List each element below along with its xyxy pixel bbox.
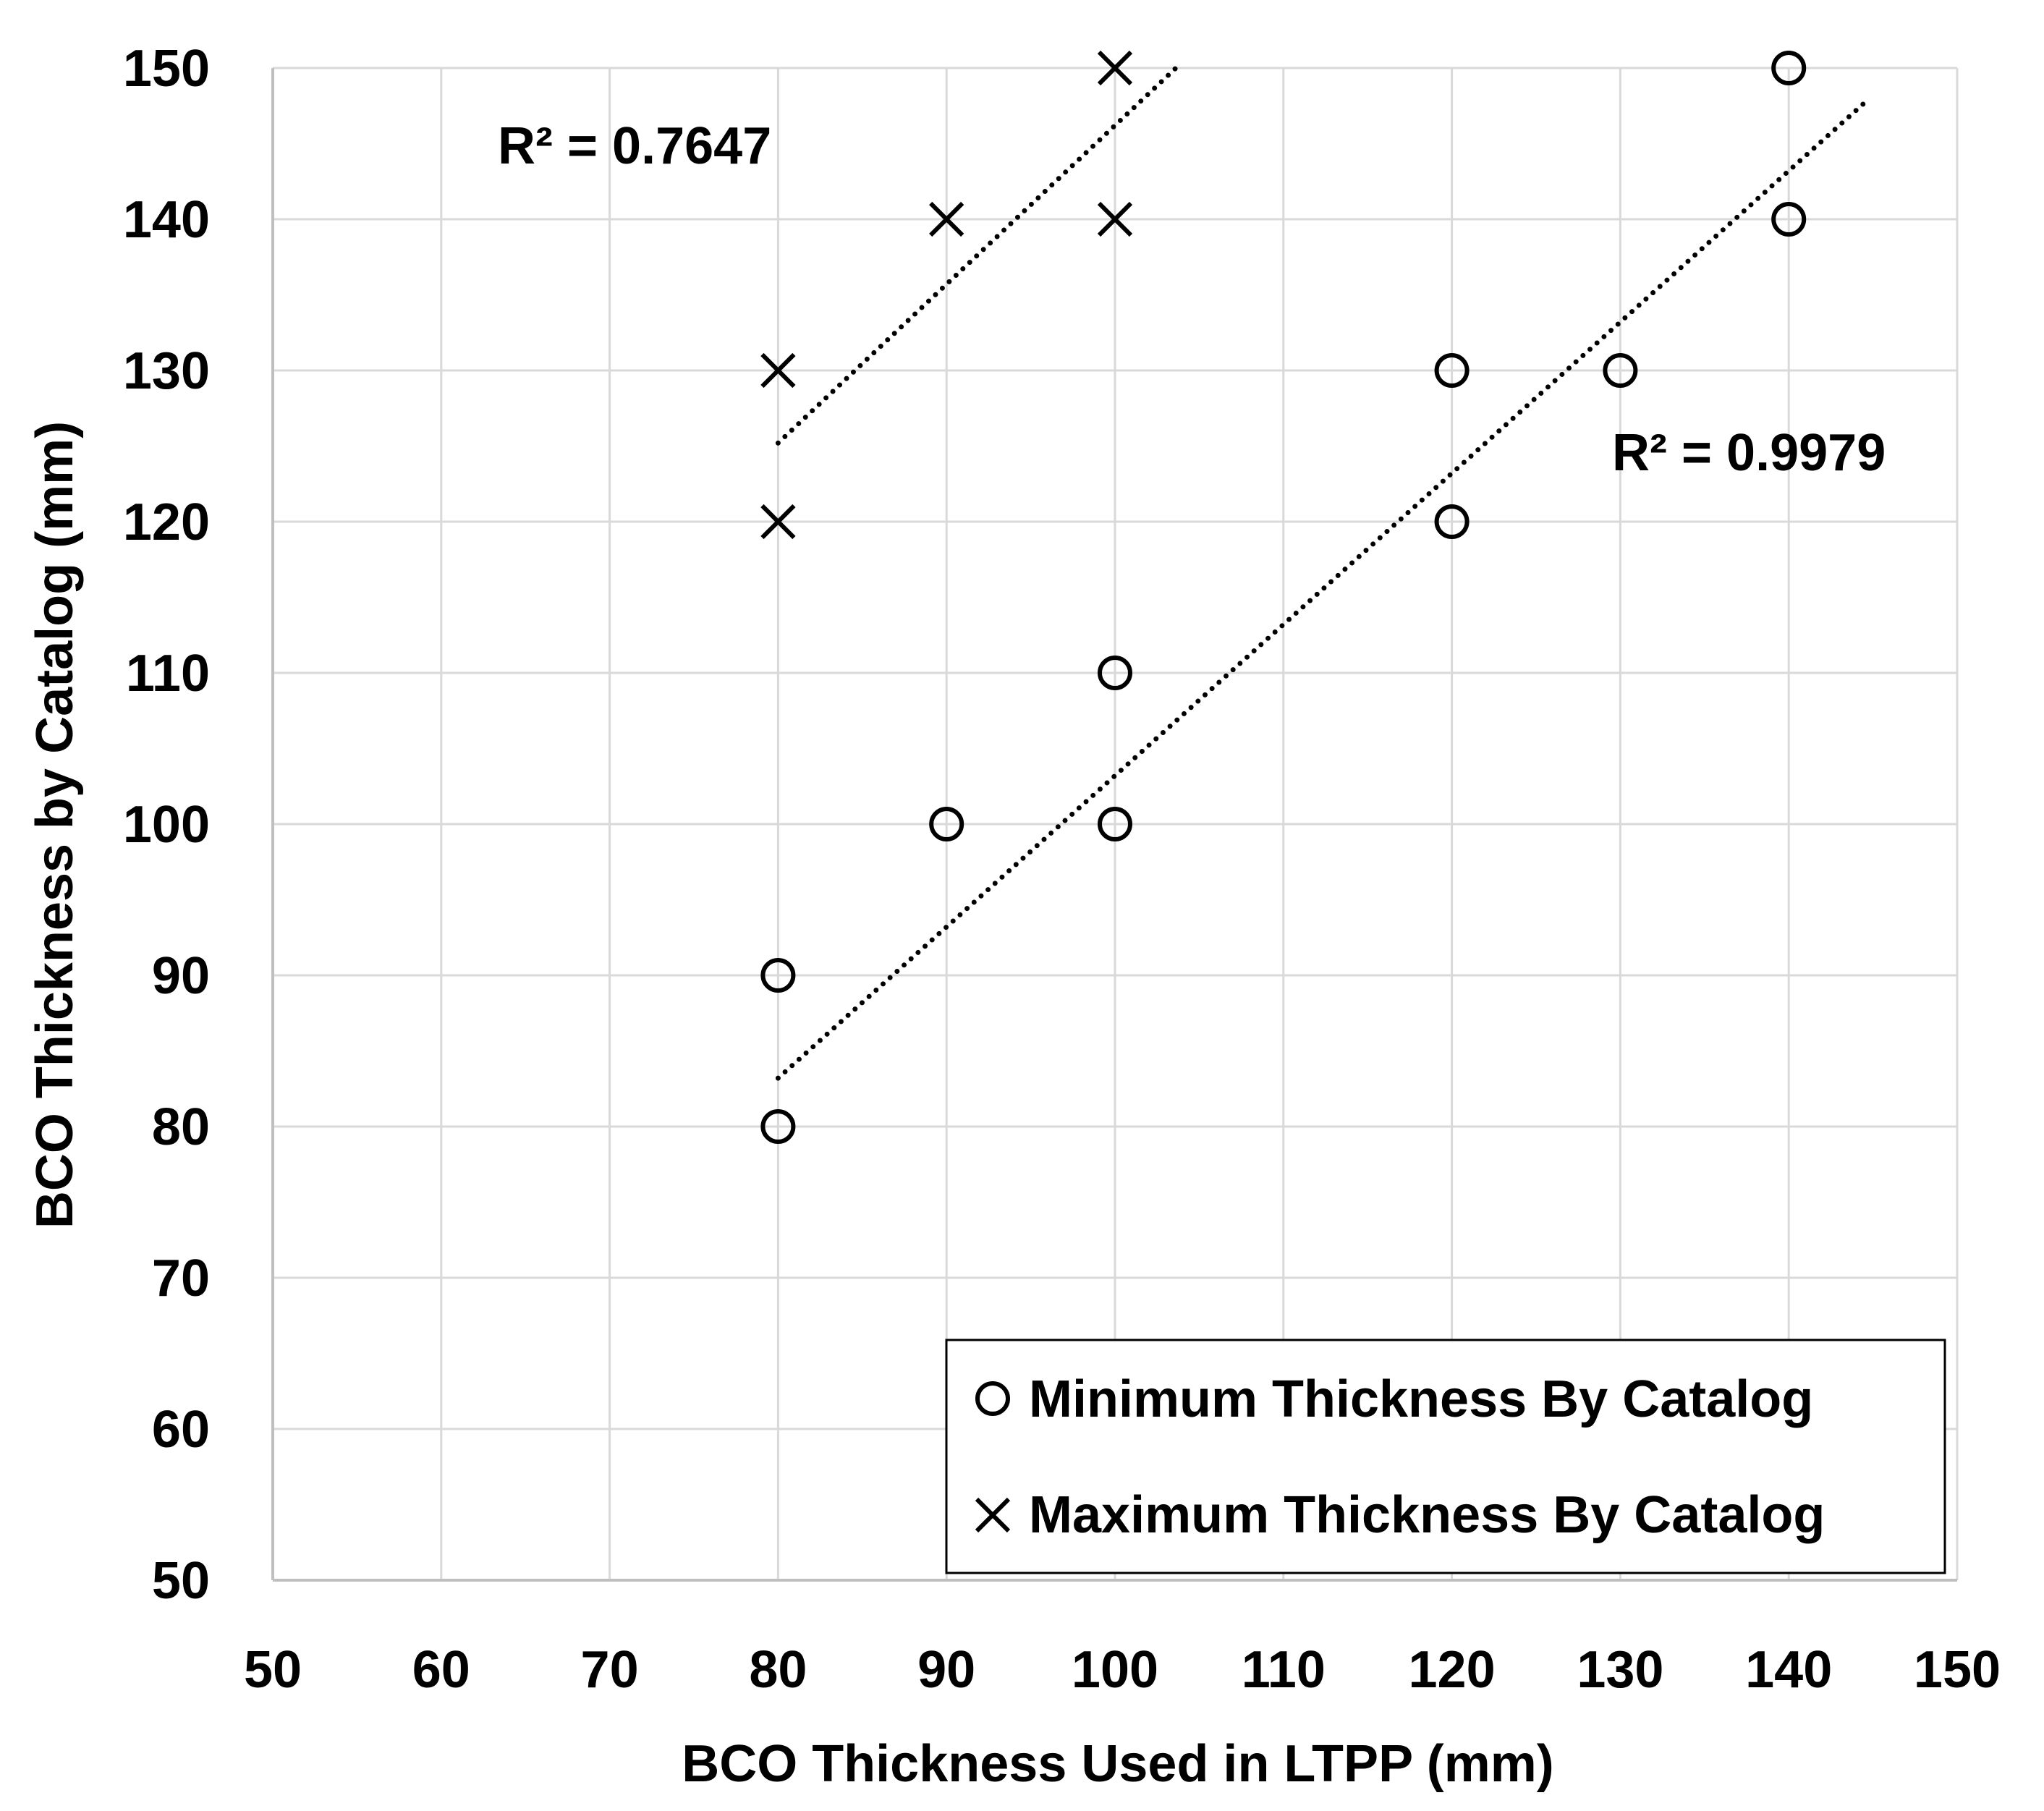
x-tick-label: 140: [1745, 1641, 1832, 1699]
y-tick-label: 110: [126, 645, 210, 703]
y-tick-label: 60: [152, 1401, 210, 1459]
legend: Minimum Thickness By Catalog Maximum Thi…: [945, 1339, 1946, 1574]
r2-label-minimum: R² = 0.9979: [1612, 424, 1886, 482]
data-point-minimum: [929, 807, 964, 841]
x-tick-label: 120: [1409, 1641, 1496, 1699]
data-point-minimum: [1771, 51, 1807, 85]
x-tick-label: 60: [412, 1641, 470, 1699]
y-tick-label: 90: [152, 947, 210, 1005]
legend-markers: [975, 1381, 1011, 1533]
x-tick-label: 100: [1072, 1641, 1158, 1699]
trendline-minimum: [775, 100, 1867, 1081]
x-tick-label: 110: [1242, 1641, 1326, 1699]
y-tick-label: 80: [152, 1098, 210, 1156]
x-marker-stroke: [1097, 201, 1133, 237]
data-point-maximum: [1097, 201, 1133, 237]
x-tick-label: 80: [749, 1641, 807, 1699]
x-axis-title: BCO Thickness Used in LTPP (mm): [682, 1735, 1554, 1793]
trendlines: [775, 65, 1867, 1081]
x-marker-stroke: [760, 504, 796, 540]
y-tick-label: 150: [123, 40, 210, 98]
data-point-minimum: [1098, 656, 1132, 690]
x-marker-stroke: [1097, 50, 1133, 86]
legend-circle-icon: [975, 1381, 1010, 1416]
y-tick-label: 100: [123, 796, 210, 854]
data-point-minimum: [1603, 353, 1638, 388]
y-tick-label: 50: [152, 1552, 210, 1610]
plot-area-border: [271, 68, 1957, 1582]
data-point-minimum: [1434, 504, 1470, 539]
x-marker-stroke: [760, 352, 796, 389]
data-point-maximum: [760, 352, 796, 389]
x-tick-label: 130: [1577, 1641, 1663, 1699]
x-tick-label: 150: [1914, 1641, 2001, 1699]
y-axis-tick-labels: 50 60 70 80 90 100 110 120 130 140 150: [123, 40, 210, 1610]
legend-label-minimum: Minimum Thickness By Catalog: [1029, 1370, 1813, 1428]
y-tick-label: 120: [123, 493, 210, 551]
x-tick-label: 90: [917, 1641, 975, 1699]
y-tick-label: 130: [123, 342, 210, 400]
data-point-maximum: [1097, 50, 1133, 86]
data-point-minimum: [760, 958, 796, 993]
y-tick-label: 70: [152, 1250, 210, 1307]
x-marker-stroke: [975, 1497, 1011, 1533]
legend-label-maximum: Maximum Thickness By Catalog: [1029, 1486, 1825, 1544]
r2-label-maximum: R² = 0.7647: [498, 117, 771, 175]
data-point-maximum: [760, 504, 796, 540]
legend-box: [945, 1339, 1946, 1574]
y-axis-title: BCO Thickness by Catalog (mm): [26, 421, 84, 1229]
legend-x-icon: [975, 1497, 1011, 1533]
y-tick-label: 140: [123, 191, 210, 249]
x-tick-label: 70: [581, 1641, 639, 1699]
data-point-minimum: [760, 1109, 796, 1144]
data-point-minimum: [1434, 353, 1470, 388]
x-axis-tick-labels: 50 60 70 80 90 100 110 120 130 140 150: [244, 1641, 2001, 1699]
x-marker-stroke: [929, 201, 964, 237]
trendline-maximum: [775, 65, 1179, 446]
data-markers: [760, 50, 1807, 1144]
data-point-maximum: [929, 201, 964, 237]
data-point-minimum: [1098, 807, 1132, 841]
x-tick-label: 50: [244, 1641, 302, 1699]
data-point-minimum: [1771, 202, 1807, 237]
